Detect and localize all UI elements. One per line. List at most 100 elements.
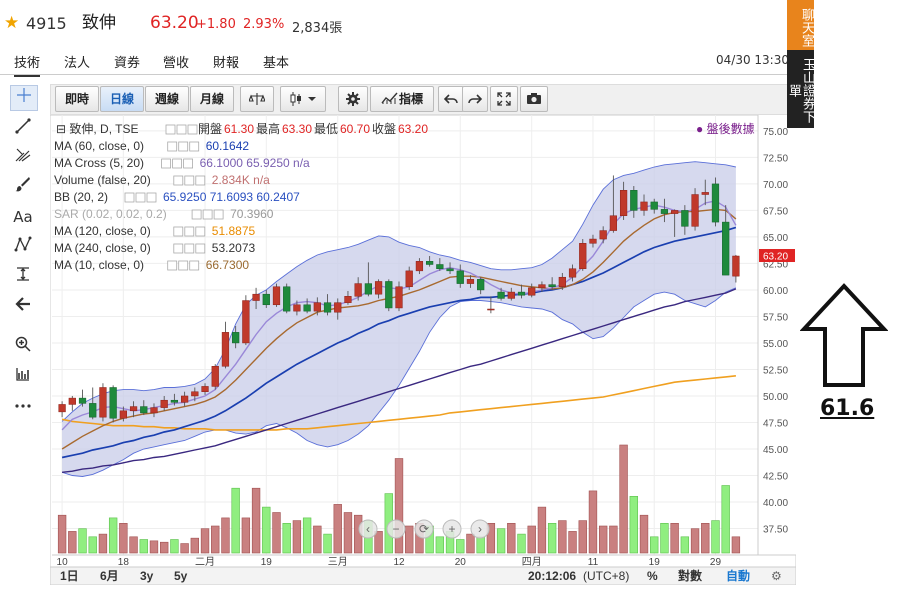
daily-button[interactable]: 日線 xyxy=(100,86,144,112)
more-icon[interactable] xyxy=(10,397,36,421)
candle-body xyxy=(129,406,138,412)
brush-icon[interactable] xyxy=(10,175,36,199)
log-toggle[interactable]: 對數 xyxy=(678,568,702,583)
fullscreen-icon[interactable] xyxy=(490,86,518,112)
volume-bar xyxy=(272,512,281,554)
legend-control-icon xyxy=(173,175,184,186)
candle-body xyxy=(109,387,117,419)
undo-icon[interactable] xyxy=(438,86,464,112)
volume-bar xyxy=(711,520,720,554)
volume-bar xyxy=(180,543,189,554)
measure-icon[interactable] xyxy=(10,265,36,289)
candle-body xyxy=(681,210,689,227)
indicators-button[interactable]: 指標 xyxy=(370,86,434,112)
range-button[interactable]: 6月 xyxy=(100,569,119,583)
candle-body xyxy=(170,399,179,403)
price-change: +1.80 xyxy=(196,17,236,32)
tab-financials[interactable]: 財報 xyxy=(213,56,240,71)
volume-bar xyxy=(231,487,240,554)
legend-control-icon xyxy=(167,141,178,152)
legend-indicator-values: 60.1642 xyxy=(206,139,250,153)
volume-bar xyxy=(558,520,567,554)
tab-revenue[interactable]: 營收 xyxy=(163,56,190,71)
section-tabs: 技術 法人 資券 營收 財報 基本 04/30 13:30 xyxy=(0,46,790,77)
candle-body xyxy=(354,283,362,297)
candle-body xyxy=(232,332,240,344)
price-chart[interactable]: 75.00 72.50 70.00 67.50 65.00 62.50 60.00 57.50… xyxy=(50,115,796,585)
indicator-legend: ⊟ 致伸, D, TSE 開盤 61.30 最高 63.30 最低 60.70 收盤 63.20… xyxy=(54,121,755,272)
date-tick-label: 11 xyxy=(588,557,599,568)
trendline-icon[interactable] xyxy=(10,117,36,141)
legend-control-icon xyxy=(135,192,146,203)
candle-body xyxy=(58,404,66,413)
range-button[interactable]: 5y xyxy=(174,569,188,583)
candle-body xyxy=(630,190,638,211)
scale-icon[interactable] xyxy=(240,86,274,112)
candle-body xyxy=(507,291,515,299)
legend-indicator-values: 65.9250 71.6093 60.2407 xyxy=(163,190,300,204)
legend-indicator-name: MA (240, close, 0) xyxy=(54,241,151,255)
candle-type-icon[interactable] xyxy=(280,86,326,112)
price-tick-label: 42.50 xyxy=(763,471,788,482)
price-tick-label: 70.00 xyxy=(763,180,788,191)
volume-bar xyxy=(598,525,608,554)
legend-control-icon xyxy=(178,141,189,152)
tab-institutional[interactable]: 法人 xyxy=(64,56,91,71)
intraday-button[interactable]: 即時 xyxy=(55,86,99,112)
auto-toggle[interactable]: 自動 xyxy=(726,568,750,583)
favorite-star-icon[interactable]: ★ xyxy=(4,13,20,33)
nav-control-button xyxy=(414,519,434,539)
zoom-icon[interactable] xyxy=(10,335,36,359)
pattern-icon[interactable] xyxy=(10,235,36,259)
pitchfork-icon[interactable] xyxy=(10,145,36,169)
camera-icon[interactable] xyxy=(520,86,548,112)
chatroom-button[interactable]: 聊天室 xyxy=(787,0,814,50)
gear-icon[interactable] xyxy=(338,86,368,112)
candle-body xyxy=(78,397,87,404)
ma120-line xyxy=(61,375,736,431)
legend-control-icon xyxy=(176,124,187,135)
ma240-line xyxy=(62,288,737,473)
legend-indicator-name: MA (120, close, 0) xyxy=(54,224,151,238)
percent-toggle[interactable]: % xyxy=(647,569,658,583)
candle-body xyxy=(191,391,199,397)
price-tick-label: 62.50 xyxy=(763,259,788,270)
bottom-bar-bg xyxy=(50,566,796,585)
legend-control-icon xyxy=(189,260,200,271)
volume-bar xyxy=(68,531,77,554)
range-button[interactable]: 3y xyxy=(140,569,154,583)
stock-price: 63.20 xyxy=(150,13,199,33)
range-button[interactable]: 1日 xyxy=(60,569,79,583)
nav-control-glyph: › xyxy=(478,522,482,536)
ohlc-label: 最高 xyxy=(256,121,280,136)
legend-indicator-name: BB (20, 2) xyxy=(54,190,108,204)
tab-margin[interactable]: 資券 xyxy=(114,56,141,71)
volume-bar xyxy=(629,495,638,554)
text-tool-icon[interactable]: Aa xyxy=(13,208,33,226)
settings-gear-icon[interactable]: ⚙ xyxy=(771,569,782,583)
monthly-button[interactable]: 月線 xyxy=(190,86,234,112)
volume-bar xyxy=(394,458,404,554)
volume-bar xyxy=(282,522,291,554)
legend-control-icon xyxy=(189,141,200,152)
arrow-left-icon[interactable] xyxy=(10,295,36,319)
legend-control-icon xyxy=(195,175,206,186)
legend-control-icon xyxy=(146,192,157,203)
tab-basic[interactable]: 基本 xyxy=(263,56,290,71)
volume-bar xyxy=(343,512,353,554)
price-tick-label: 50.00 xyxy=(763,392,788,403)
ruler-icon[interactable] xyxy=(10,365,36,389)
tab-technical[interactable]: 技術 xyxy=(14,52,41,77)
crosshair-icon[interactable] xyxy=(10,85,38,111)
bollinger-fill xyxy=(62,161,736,477)
volume-bar xyxy=(517,533,526,554)
redo-icon[interactable] xyxy=(462,86,488,112)
ohlc-value: 63.30 xyxy=(282,122,312,136)
candle-body xyxy=(599,230,607,240)
price-tick-label: 65.00 xyxy=(763,233,788,244)
broker-order-button[interactable]: 玉山證券下單 xyxy=(786,50,815,128)
weekly-button[interactable]: 週線 xyxy=(145,86,189,112)
candle-body xyxy=(466,279,475,284)
candle-body xyxy=(701,192,709,195)
last-price-label: 63.20 xyxy=(763,252,788,263)
